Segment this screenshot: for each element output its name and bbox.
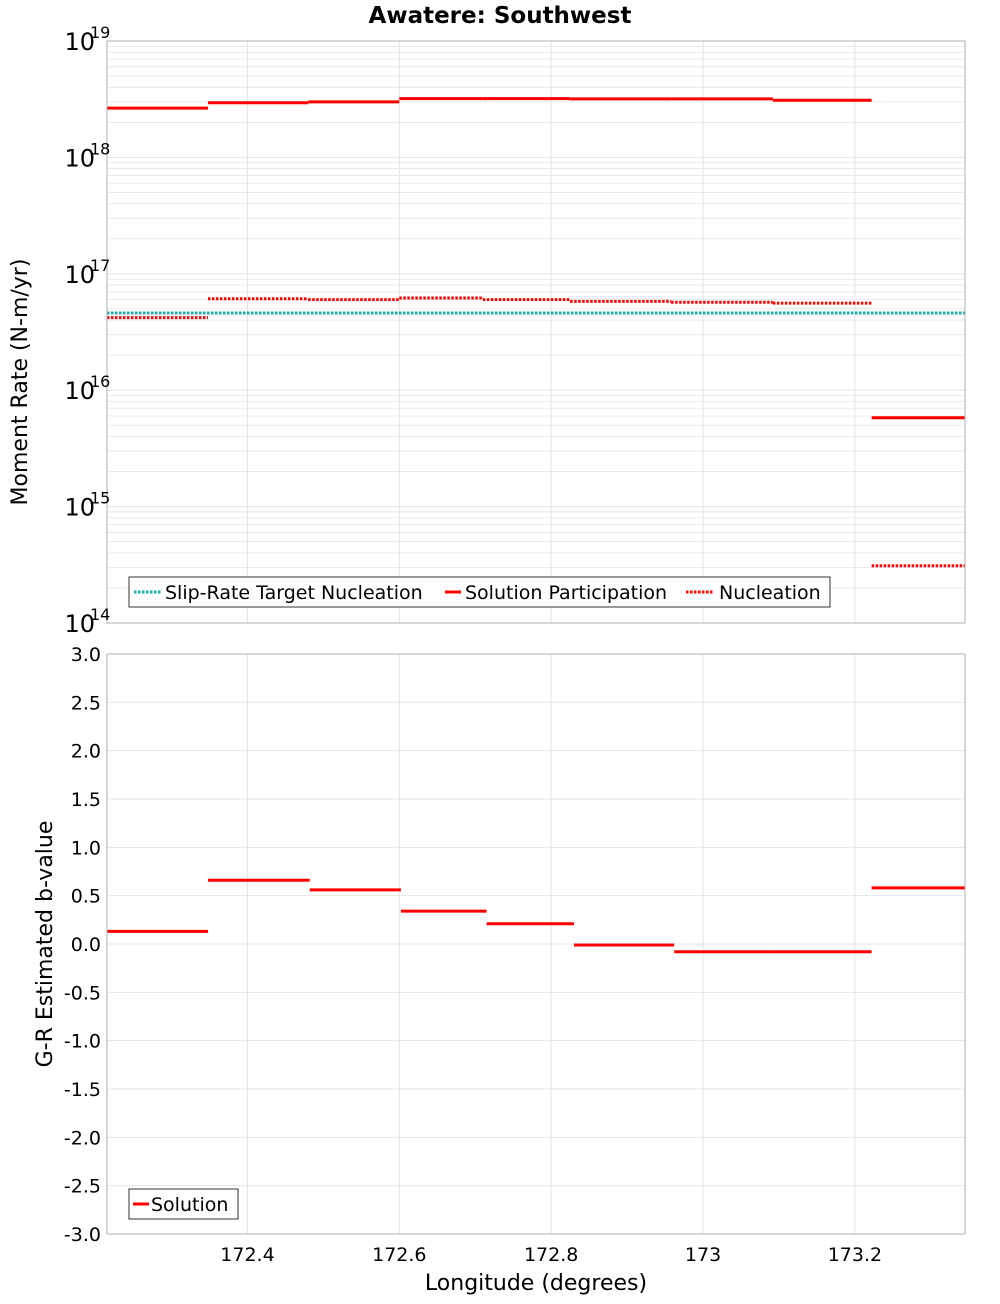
y-tick-base: 10: [64, 144, 95, 172]
y-tick-label-bottom: -1.0: [64, 1031, 101, 1053]
legend-label: Slip-Rate Target Nucleation: [165, 582, 423, 604]
legend-label: Solution Participation: [465, 582, 667, 604]
y-tick-base: 10: [64, 261, 95, 289]
plot-area-top: [107, 41, 965, 623]
y-tick-label-bottom: -1.5: [64, 1079, 101, 1101]
legend-bottom: Solution: [128, 1188, 239, 1220]
y-tick-label-bottom: 1.5: [71, 789, 101, 811]
legend-box: [128, 576, 831, 608]
y-tick-label-bottom: -2.5: [64, 1176, 101, 1198]
y-tick-label-bottom: 2.0: [71, 741, 101, 763]
y-tick-base: 10: [64, 610, 95, 638]
x-tick-label: 172.6: [372, 1244, 426, 1266]
y-tick-label-bottom: 1.0: [71, 837, 101, 859]
legend-label: Nucleation: [719, 582, 821, 604]
y-tick-label-bottom: -2.0: [64, 1127, 101, 1149]
legend-top: Slip-Rate Target Nucleation Solution Part…: [128, 576, 831, 608]
x-axis-label: Longitude (degrees): [425, 1271, 647, 1296]
y-axis-label-top: Moment Rate (N-m/yr): [8, 259, 33, 506]
y-tick-exponent: 19: [90, 23, 110, 42]
y-tick-base: 10: [64, 377, 95, 405]
y-axis-label-bottom: G-R Estimated b-value: [33, 821, 58, 1068]
y-tick-exponent: 16: [90, 372, 110, 391]
x-tick-label: 173.2: [828, 1244, 882, 1266]
y-tick-label-bottom: -3.0: [64, 1224, 101, 1246]
x-tick-label: 173: [685, 1244, 721, 1266]
y-tick-label-bottom: 0.5: [71, 886, 101, 908]
y-tick-base: 10: [64, 494, 95, 522]
y-tick-label-bottom: 2.5: [71, 692, 101, 714]
chart-title: Awatere: Southwest: [369, 3, 632, 29]
plot-frame-bottom: [106, 653, 966, 1235]
y-tick-label-bottom: -0.5: [64, 982, 101, 1004]
y-tick-exponent: 15: [90, 489, 110, 508]
y-tick-exponent: 17: [90, 256, 110, 275]
y-tick-exponent: 14: [90, 605, 110, 624]
plot-frame-top: [106, 40, 966, 624]
y-tick-label-bottom: 0.0: [71, 934, 101, 956]
y-tick-exponent: 18: [90, 139, 110, 158]
x-tick-label: 172.8: [524, 1244, 578, 1266]
y-tick-base: 10: [64, 28, 95, 56]
y-tick-label-bottom: 3.0: [71, 644, 101, 666]
legend-label: Solution: [151, 1194, 228, 1216]
x-tick-label: 172.4: [220, 1244, 274, 1266]
